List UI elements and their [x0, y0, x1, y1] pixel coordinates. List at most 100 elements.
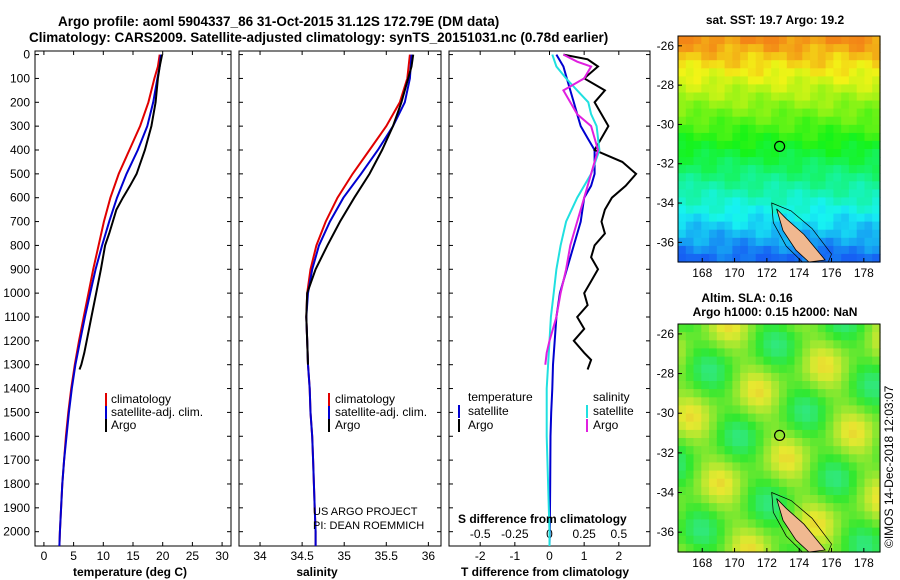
- map-cell: [763, 486, 772, 496]
- map-cell: [864, 213, 873, 223]
- map-cell: [709, 60, 718, 69]
- map-cell: [833, 543, 842, 553]
- map-cell: [709, 197, 718, 207]
- map-cell: [732, 76, 741, 86]
- depth-tick-label: 200: [10, 95, 30, 109]
- map-cell: [817, 36, 827, 45]
- map-cell: [802, 36, 811, 45]
- map-cell: [763, 100, 772, 110]
- map-cell: [779, 100, 788, 110]
- map-cell: [709, 429, 718, 439]
- argo-float-marker: [773, 429, 786, 441]
- map-cell: [794, 132, 803, 142]
- map-cell: [794, 348, 803, 358]
- map-cell: [747, 397, 757, 406]
- map-cell: [755, 486, 765, 496]
- map-cell: [724, 478, 733, 488]
- map-cell: [872, 60, 881, 69]
- lat-tick-label: -32: [657, 446, 675, 460]
- map-cell: [779, 205, 788, 215]
- map-cell: [848, 253, 858, 263]
- map-cell: [716, 181, 726, 190]
- map-cell: [709, 181, 718, 190]
- map-cell: [709, 535, 718, 545]
- map-cell: [786, 389, 796, 398]
- map-cell: [693, 519, 702, 529]
- map-cell: [841, 132, 850, 142]
- map-cell: [685, 478, 695, 488]
- map-cell: [755, 213, 765, 223]
- map-cell: [779, 478, 788, 488]
- map-cell: [693, 108, 702, 118]
- map-cell: [747, 429, 757, 439]
- map-cell: [848, 181, 858, 190]
- map-cell: [693, 245, 702, 255]
- map-cell: [678, 364, 687, 374]
- map-cell: [771, 181, 780, 190]
- sla-map-title: Altim. SLA: 0.16: [701, 291, 793, 305]
- map-cell: [779, 543, 788, 553]
- map-cell: [810, 173, 819, 182]
- map-cell: [856, 245, 866, 255]
- map-cell: [716, 36, 726, 45]
- map-cell: [701, 189, 710, 199]
- map-cell: [740, 165, 749, 174]
- map-cell: [716, 173, 726, 182]
- map-cell: [810, 44, 819, 53]
- map-cell: [678, 405, 687, 415]
- map-cell: [817, 332, 827, 341]
- map-cell: [786, 438, 796, 447]
- temperature-plot-frame: [34, 50, 232, 547]
- map-cell: [724, 511, 733, 520]
- map-cell: [693, 116, 702, 126]
- map-cell: [771, 245, 780, 255]
- map-cell: [732, 356, 741, 366]
- map-cell: [716, 245, 726, 255]
- map-cell: [716, 68, 726, 77]
- salinity-plot-frame: [238, 50, 442, 547]
- map-cell: [794, 446, 803, 455]
- map-cell: [810, 197, 819, 207]
- map-cell: [779, 36, 788, 45]
- map-cell: [747, 324, 757, 333]
- map-cell: [701, 340, 710, 349]
- difference-legend: temperature satellite Argo salinity sate…: [458, 390, 634, 432]
- map-cell: [872, 140, 881, 150]
- map-cell: [856, 454, 866, 463]
- map-cell: [724, 535, 733, 545]
- map-cell: [709, 503, 718, 512]
- x-tick-label: 0: [41, 549, 48, 563]
- legend-label-climatology: climatology: [335, 392, 395, 406]
- map-cell: [685, 100, 695, 110]
- map-cell: [841, 478, 850, 488]
- map-cell: [848, 108, 858, 118]
- map-cell: [763, 454, 772, 463]
- map-cell: [833, 462, 842, 472]
- map-cell: [724, 173, 733, 182]
- map-cell: [740, 149, 749, 158]
- map-cell: [872, 381, 881, 390]
- map-cell: [802, 116, 811, 126]
- map-cell: [763, 421, 772, 431]
- map-cell: [763, 381, 772, 390]
- map-cell: [747, 84, 757, 94]
- map-cell: [724, 245, 733, 255]
- map-cell: [678, 229, 687, 239]
- map-cell: [693, 84, 702, 94]
- map-cell: [747, 421, 757, 431]
- map-cell: [856, 413, 866, 423]
- map-cell: [779, 364, 788, 374]
- map-cell: [817, 324, 827, 333]
- map-cell: [794, 405, 803, 415]
- map-cell: [833, 229, 842, 239]
- map-cell: [693, 197, 702, 207]
- map-cell: [794, 429, 803, 439]
- map-cell: [755, 132, 765, 142]
- map-cell: [685, 52, 695, 61]
- map-cell: [864, 221, 873, 231]
- map-cell: [732, 543, 741, 553]
- map-cell: [678, 124, 687, 134]
- map-cell: [693, 405, 702, 415]
- map-cell: [678, 356, 687, 366]
